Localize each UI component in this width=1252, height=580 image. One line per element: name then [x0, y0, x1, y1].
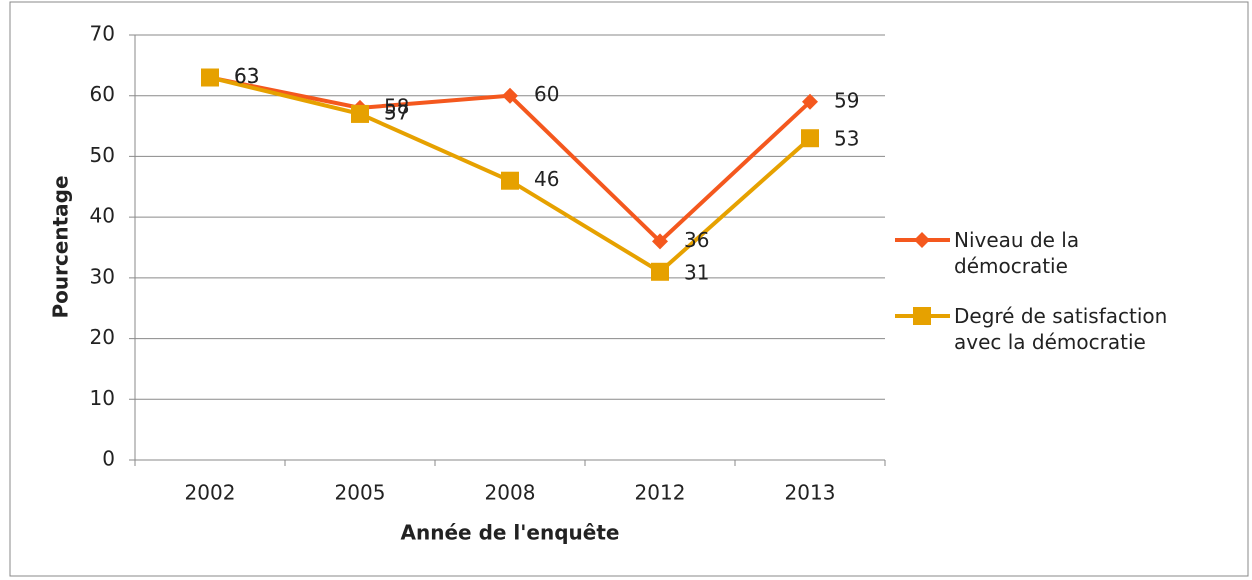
y-tick-label: 0 [102, 447, 115, 471]
y-tick-label: 40 [90, 204, 115, 228]
legend-label: Degré de satisfaction avec la démocratie [954, 304, 1168, 354]
x-tick-label: 2008 [485, 481, 536, 505]
marker [201, 68, 219, 87]
marker [801, 129, 819, 148]
data-label: 59 [834, 88, 859, 112]
data-label: 63 [234, 64, 259, 88]
y-tick-label: 50 [90, 143, 115, 167]
y-tick-label: 70 [90, 22, 115, 46]
data-label: 58 [384, 94, 409, 118]
y-tick-label: 30 [90, 264, 115, 288]
marker [651, 262, 669, 281]
x-axis-label: Année de l'enquête [401, 521, 620, 545]
data-label: 63 [234, 64, 259, 88]
marker [351, 104, 369, 123]
y-tick-label: 60 [90, 82, 115, 106]
legend-marker [914, 232, 930, 248]
marker [501, 171, 519, 190]
data-label: 60 [534, 82, 559, 106]
x-tick-label: 2013 [785, 481, 836, 505]
x-tick-label: 2005 [335, 481, 386, 505]
data-label: 46 [534, 167, 559, 191]
data-label: 53 [834, 127, 859, 151]
marker [802, 93, 818, 110]
chart-frame [9, 1, 1249, 577]
marker [502, 87, 518, 104]
data-label: 36 [684, 228, 709, 252]
x-tick-label: 2002 [185, 481, 236, 505]
y-axis-label: Pourcentage [49, 175, 73, 318]
legend-marker [913, 307, 931, 325]
y-tick-label: 20 [90, 325, 115, 349]
y-tick-label: 10 [90, 386, 115, 410]
data-label: 57 [384, 100, 409, 124]
x-tick-label: 2012 [635, 481, 686, 505]
data-label: 31 [684, 260, 709, 284]
marker [652, 233, 668, 250]
legend-label: Niveau de la démocratie [954, 228, 1080, 278]
